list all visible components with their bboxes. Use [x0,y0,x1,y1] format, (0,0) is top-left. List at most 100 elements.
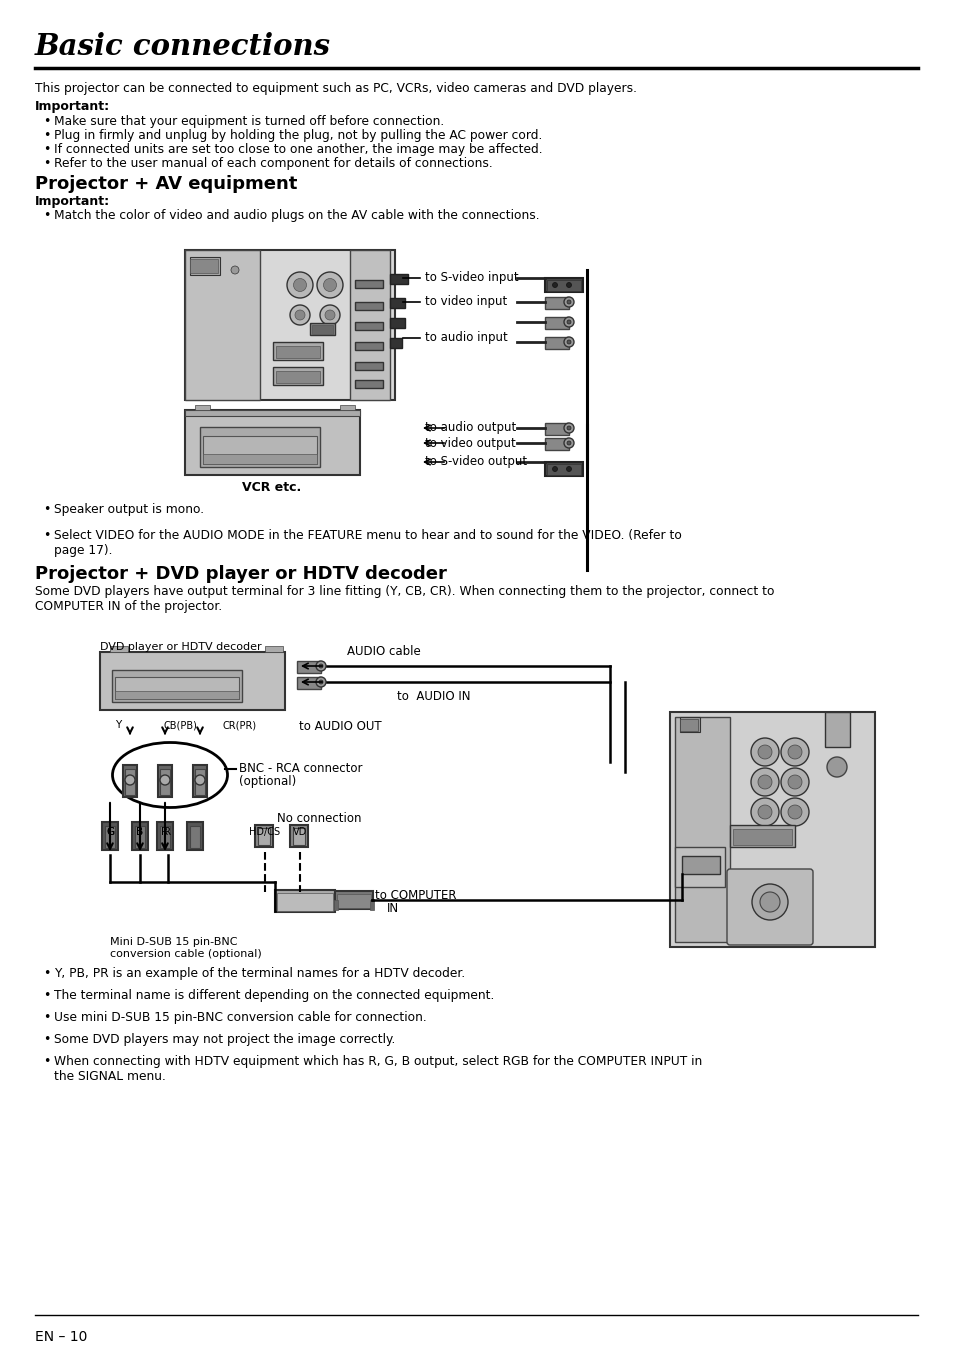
Circle shape [758,775,771,789]
Bar [200,427,319,467]
Text: to video input: to video input [424,296,507,308]
Text: Mini D-SUB 15 pin-BNC: Mini D-SUB 15 pin-BNC [110,938,237,947]
Text: CR(PR): CR(PR) [223,720,256,730]
Text: •: • [43,530,51,542]
Bar [132,821,148,850]
Circle shape [315,677,326,688]
Circle shape [160,775,170,785]
Circle shape [290,305,310,326]
Text: •: • [43,989,51,1002]
Circle shape [750,738,779,766]
Bar [355,322,382,330]
Text: When connecting with HDTV equipment which has R, G, B output, select RGB for the: When connecting with HDTV equipment whic… [54,1055,701,1084]
Text: R: R [164,827,172,838]
Circle shape [758,805,771,819]
Bar [350,250,390,400]
Circle shape [563,438,574,449]
Text: Projector + DVD player or HDTV decoder: Projector + DVD player or HDTV decoder [35,565,446,584]
Text: •: • [43,1011,51,1024]
Text: Some DVD players may not project the image correctly.: Some DVD players may not project the ima… [54,1034,395,1046]
Circle shape [552,282,557,288]
Bar [185,250,260,400]
Circle shape [316,272,343,299]
Bar [293,828,305,844]
Bar [312,326,333,334]
Bar [190,257,220,276]
Bar [125,769,135,794]
Circle shape [194,775,205,785]
Circle shape [563,423,574,434]
Circle shape [319,305,339,326]
Bar [203,436,316,463]
Circle shape [563,336,574,347]
Bar [679,719,698,731]
Circle shape [563,297,574,307]
Text: to audio output: to audio output [424,422,516,435]
Circle shape [231,266,239,274]
Text: Y: Y [114,720,121,730]
Bar [276,893,333,911]
FancyBboxPatch shape [185,409,359,476]
Text: •: • [43,967,51,979]
Text: •: • [43,143,51,155]
Bar [390,338,401,349]
Circle shape [566,440,571,444]
Bar [336,894,371,908]
Text: Use mini D-SUB 15 pin-BNC conversion cable for connection.: Use mini D-SUB 15 pin-BNC conversion cab… [54,1011,426,1024]
Circle shape [566,282,571,288]
Text: Some DVD players have output terminal for 3 line fitting (Y, CB, CR). When conne: Some DVD players have output terminal fo… [35,585,774,613]
Circle shape [318,680,323,684]
Bar [544,423,568,435]
Bar [390,317,405,328]
Bar [160,825,170,848]
Text: If connected units are set too close to one another, the image may be affected.: If connected units are set too close to … [54,143,542,155]
Bar [339,405,355,409]
Text: Make sure that your equipment is turned off before connection.: Make sure that your equipment is turned … [54,115,444,128]
Bar [296,677,320,689]
Text: Important:: Important: [35,195,110,208]
Text: •: • [43,115,51,128]
Bar [190,259,218,273]
Circle shape [758,744,771,759]
Circle shape [787,775,801,789]
Bar [187,821,203,850]
Text: to COMPUTER: to COMPUTER [375,889,456,902]
Bar [824,712,849,747]
Bar [679,717,700,732]
Bar [254,825,273,847]
Bar [355,380,382,388]
Bar [203,454,316,463]
Bar [546,280,580,290]
Bar [370,900,374,911]
Text: Match the color of video and audio plugs on the AV cable with the connections.: Match the color of video and audio plugs… [54,209,539,222]
Bar [334,900,337,911]
Text: •: • [43,1034,51,1046]
Circle shape [760,892,780,912]
Text: to audio input: to audio input [424,331,507,345]
Bar [135,825,145,848]
Bar [310,323,335,335]
Circle shape [781,798,808,825]
Bar [115,690,239,698]
Text: to AUDIO OUT: to AUDIO OUT [298,720,381,734]
Bar [123,765,137,797]
FancyBboxPatch shape [669,712,874,947]
FancyBboxPatch shape [185,250,395,400]
Bar [105,825,115,848]
Bar [544,317,568,330]
Bar [296,661,320,673]
Bar [257,828,270,844]
Text: IN: IN [387,902,398,915]
Text: This projector can be connected to equipment such as PC, VCRs, video cameras and: This projector can be connected to equip… [35,82,637,95]
Circle shape [787,805,801,819]
Text: B: B [136,827,143,838]
Circle shape [566,300,571,304]
Bar [390,274,408,284]
Text: CB(PB): CB(PB) [163,720,196,730]
Circle shape [566,320,571,324]
Text: Projector + AV equipment: Projector + AV equipment [35,176,297,193]
Text: The terminal name is different depending on the connected equipment.: The terminal name is different depending… [54,989,494,1002]
Circle shape [781,738,808,766]
Bar [355,280,382,288]
FancyBboxPatch shape [100,653,285,711]
